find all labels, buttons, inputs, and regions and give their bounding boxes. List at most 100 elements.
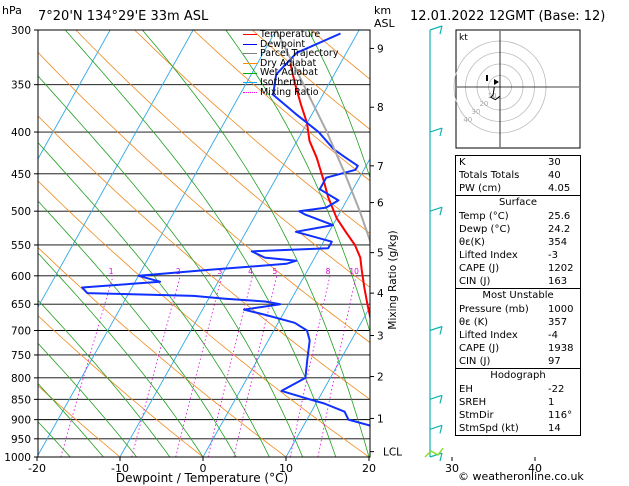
mixing-ratio-label: 3 — [218, 267, 223, 276]
x-tick-label: -20 — [28, 462, 46, 475]
sreh-value: 1 — [548, 397, 555, 408]
mixing-ratio-line — [289, 275, 331, 457]
pressure-tick-label: 700 — [11, 326, 31, 338]
height-tick-label: 2 — [377, 372, 384, 384]
surface-cin-value: 163 — [548, 276, 568, 287]
legend-label: Wet Adiabat — [260, 67, 318, 79]
wet-adiabat — [38, 342, 137, 457]
mixing-ratio-label: 8 — [326, 267, 331, 276]
mixing-ratio-line — [175, 275, 223, 457]
legend-label: Dry Adiabat — [260, 57, 317, 69]
mixing-ratio-label: 5 — [272, 267, 277, 276]
mu-pres-label: Pressure (mb) — [459, 304, 529, 315]
isotherm — [119, 30, 360, 457]
wet-adiabat — [142, 30, 370, 457]
hodograph-title: Hodograph — [490, 370, 546, 381]
pressure-tick-label: 600 — [11, 271, 31, 283]
surface-wind-barb — [424, 447, 444, 458]
surface-temp-value: 25.6 — [548, 211, 571, 222]
pressure-tick-label: 1000 — [4, 452, 31, 464]
dry-adiabat — [38, 315, 204, 457]
hodograph-ring-label: 20 — [479, 100, 488, 108]
legend-item: Dewpoint — [243, 39, 338, 50]
pw-value: 4.05 — [548, 183, 571, 194]
height-tick-label: 3 — [377, 331, 384, 343]
legend-item: Wet Adiabat — [243, 68, 338, 78]
wind-barb — [429, 452, 443, 462]
x-tick-label: 20 — [362, 462, 376, 475]
mixing-ratio-label: 2 — [176, 267, 181, 276]
isotherm — [202, 157, 370, 457]
mu-li-label: Lifted Index — [459, 330, 518, 341]
wet-adiabat — [307, 30, 370, 179]
height-tick-label: 1 — [377, 413, 384, 425]
series-dewpoint — [81, 32, 370, 429]
surface-li-value: -3 — [548, 250, 558, 261]
surface-theta-value: 354 — [548, 237, 568, 248]
surface-cape-label: CAPE (J) — [459, 263, 500, 274]
x-tick-label: 0 — [200, 462, 207, 475]
height-tick-label: 5 — [377, 248, 384, 260]
legend-swatch — [243, 91, 257, 93]
location-title: 7°20'N 134°29'E 33m ASL — [38, 9, 209, 24]
k-label: K — [459, 157, 466, 168]
surface-dewp-label: Dewp (°C) — [459, 224, 511, 235]
height-tick-label: 4 — [377, 288, 384, 300]
tt-label: Totals Totals — [459, 170, 520, 181]
mu-cin-label: CIN (J) — [459, 356, 491, 367]
mu-theta-label: θε (K) — [459, 317, 489, 328]
stmdir-value: 116° — [548, 410, 573, 421]
legend-item: Dry Adiabat — [243, 59, 338, 69]
mu-li-value: -4 — [548, 330, 558, 341]
mixing-ratio-line — [207, 275, 253, 457]
dry-adiabat — [38, 246, 287, 457]
mixing-ratio-line — [408, 276, 441, 457]
sreh-label: SREH — [459, 397, 487, 408]
tt-value: 40 — [548, 170, 561, 181]
mu-cape-value: 1938 — [548, 343, 574, 354]
pressure-tick-label: 650 — [11, 299, 31, 311]
legend-swatch — [243, 53, 257, 55]
isotherm — [618, 30, 629, 457]
series-parcel-trajectory — [275, 30, 370, 244]
hodograph-ring-label: 40 — [463, 116, 472, 124]
pressure-tick-label: 550 — [11, 240, 31, 252]
mixing-ratio-label: 15 — [398, 267, 408, 276]
legend-swatch — [243, 34, 257, 36]
dry-adiabat — [193, 30, 370, 182]
height-tick-label: 9 — [377, 43, 384, 55]
wet-adiabat — [38, 252, 204, 457]
wet-adiabat — [38, 383, 104, 457]
datetime-title: 12.01.2022 12GMT (Base: 12) — [410, 9, 606, 24]
mu-pres-value: 1000 — [548, 304, 574, 315]
pressure-tick-label: 750 — [11, 350, 31, 362]
legend-label: Mixing Ratio — [260, 86, 319, 98]
x-tick-label: -10 — [111, 462, 129, 475]
credit-text: © weatheronline.co.uk — [458, 470, 584, 483]
isotherm — [285, 306, 370, 457]
dry-adiabat — [38, 115, 370, 400]
surface-theta-label: θε(K) — [459, 237, 485, 248]
dry-adiabat — [605, 30, 629, 457]
mixing-ratio-line — [233, 275, 278, 457]
sounding-lines: 12345810152025 — [81, 30, 408, 429]
mixing-ratio-label: 10 — [349, 267, 359, 276]
hodograph-trace — [489, 86, 501, 101]
surface-li-label: Lifted Index — [459, 250, 518, 261]
legend-item: Isotherm — [243, 78, 338, 88]
legend: Temperature Dewpoint Parcel Trajectory Dry … — [243, 30, 338, 97]
wet-adiabat — [38, 141, 270, 457]
surface-dewp-value: 24.2 — [548, 224, 571, 235]
mixing-ratio-axis-title: Mixing Ratio (g/kg) — [387, 230, 399, 329]
pw-label: PW (cm) — [459, 183, 502, 194]
wind-barb — [429, 127, 443, 137]
indices-panel: K 30 Totals Totals 40 PW (cm) 4.05 Surface … — [455, 155, 581, 436]
surface-temp-label: Temp (°C) — [459, 211, 509, 222]
wind-barb — [429, 325, 443, 335]
pressure-tick-label: 350 — [11, 80, 31, 92]
mixing-ratio-line — [317, 275, 357, 457]
x-axis-title: Dewpoint / Temperature (°C) — [116, 471, 288, 485]
x-tick-label: 30 — [445, 462, 459, 475]
height-tick-label: 8 — [377, 102, 384, 114]
